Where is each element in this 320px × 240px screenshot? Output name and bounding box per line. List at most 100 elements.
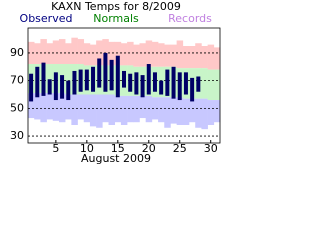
band (139, 43, 146, 67)
band (77, 94, 85, 120)
band (108, 94, 116, 125)
x-tick-label: 15 (111, 142, 125, 155)
band (114, 95, 122, 123)
band (108, 41, 116, 66)
y-tick-label: 70 (10, 74, 24, 87)
band (34, 93, 41, 120)
band (201, 98, 208, 130)
chart-title: KAXN Temps for 8/2009 (51, 0, 181, 13)
legend-label: Observed (20, 12, 73, 25)
bar (146, 64, 151, 95)
band (83, 43, 91, 66)
x-tick-label: 20 (142, 142, 156, 155)
band (151, 41, 159, 67)
y-tick-label: 90 (10, 46, 24, 59)
band (133, 95, 140, 123)
band (151, 97, 159, 120)
bar (103, 52, 108, 92)
band (170, 97, 177, 124)
band (201, 46, 208, 69)
band (120, 95, 128, 125)
band (114, 41, 122, 66)
band (158, 97, 165, 123)
x-tick-label: 10 (80, 142, 94, 155)
band (96, 94, 103, 128)
band (182, 46, 190, 69)
band (164, 44, 171, 67)
bar (159, 80, 164, 95)
band (65, 94, 72, 120)
band (207, 44, 215, 70)
band (89, 44, 97, 66)
chart: KAXN Temps for 8/2009 August 2009 30 50 70… (10, 0, 221, 165)
band (158, 43, 165, 67)
bar (78, 69, 83, 92)
bar (29, 73, 34, 102)
band (34, 43, 41, 65)
band (52, 93, 60, 121)
band (65, 64, 72, 95)
bar (35, 66, 40, 98)
bar (190, 77, 195, 102)
plot-frame (27, 27, 221, 144)
bar (53, 72, 58, 101)
band (127, 95, 134, 123)
x-tick-label: 5 (52, 142, 59, 155)
band (46, 43, 54, 65)
y-tick-label: 50 (10, 101, 24, 114)
band (207, 100, 215, 125)
bar (84, 69, 89, 91)
band (65, 43, 72, 65)
band (213, 69, 221, 101)
band (176, 97, 184, 125)
band (201, 68, 208, 99)
band (83, 94, 91, 123)
band (28, 93, 35, 119)
band (139, 95, 146, 119)
bar (122, 70, 126, 88)
band (71, 94, 78, 125)
band (207, 69, 215, 101)
bar (115, 55, 120, 98)
x-tick-label: 30 (204, 142, 218, 155)
band (195, 98, 202, 128)
bar (72, 70, 77, 95)
band (145, 95, 153, 123)
bar (97, 58, 102, 88)
bar (41, 62, 46, 96)
band (164, 97, 171, 128)
band (102, 39, 109, 66)
band (28, 41, 35, 65)
band (176, 40, 184, 69)
band (213, 47, 221, 70)
band (127, 41, 134, 66)
bar (165, 69, 170, 96)
bar (183, 72, 188, 95)
x-axis-label: August 2009 (81, 152, 151, 165)
x-tick-label: 25 (173, 142, 187, 155)
band (170, 44, 177, 67)
band (120, 43, 128, 66)
legend-label: Normals (93, 12, 139, 25)
bar (140, 75, 145, 98)
band (46, 64, 54, 94)
legend-label: Records (168, 12, 212, 25)
bar (60, 75, 65, 99)
bar (91, 66, 96, 92)
band (46, 93, 54, 120)
bar (152, 72, 157, 92)
bar (109, 59, 114, 91)
band (40, 39, 47, 65)
band (133, 44, 140, 67)
bar (177, 72, 182, 101)
band (96, 40, 103, 66)
band (58, 39, 66, 65)
band (77, 39, 85, 65)
bar (128, 73, 133, 92)
bar (196, 76, 201, 92)
bar (171, 66, 176, 99)
band (40, 93, 47, 123)
band (189, 98, 196, 123)
bar (66, 80, 71, 101)
band (71, 37, 78, 65)
